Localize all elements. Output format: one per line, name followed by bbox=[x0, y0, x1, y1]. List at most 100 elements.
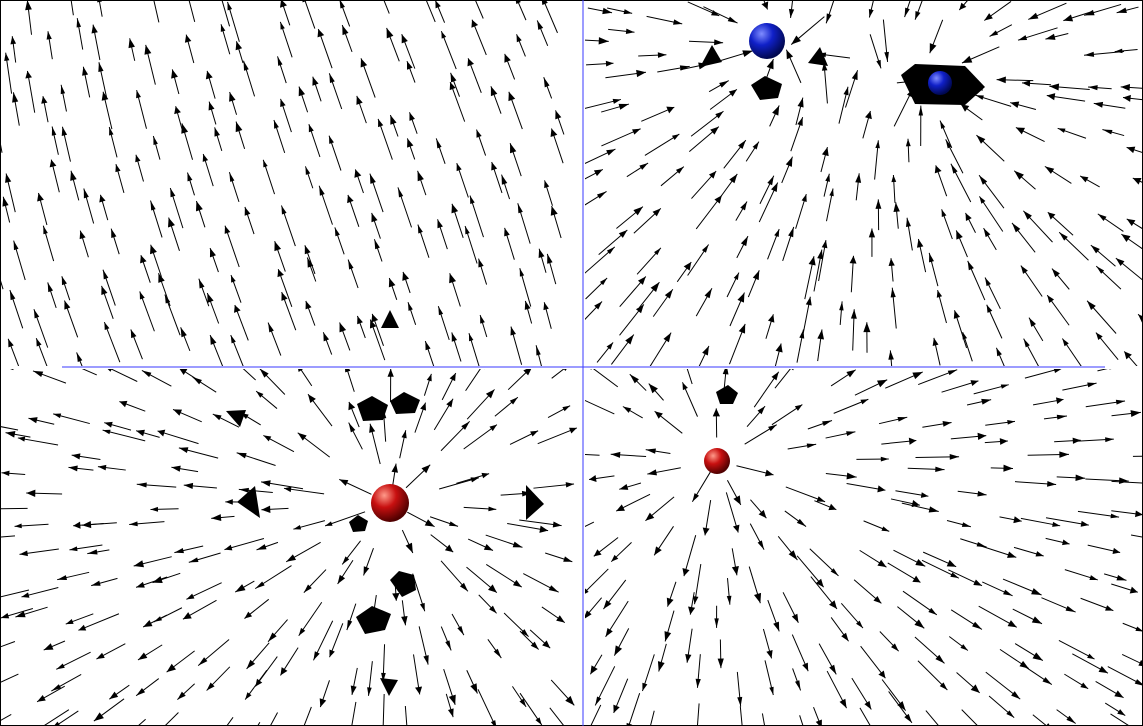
arrow bbox=[1, 426, 19, 431]
arrow bbox=[876, 59, 881, 69]
arrow bbox=[722, 369, 729, 375]
arrow bbox=[905, 217, 911, 227]
arrow bbox=[504, 227, 510, 237]
arrow bbox=[543, 302, 549, 311]
arrow bbox=[76, 352, 83, 363]
arrow bbox=[657, 52, 667, 58]
arrow bbox=[785, 156, 793, 167]
arrow bbox=[136, 429, 145, 437]
arrow bbox=[596, 191, 607, 199]
arrow bbox=[346, 369, 355, 392]
arrow bbox=[293, 524, 302, 530]
arrow bbox=[757, 540, 765, 550]
arrow bbox=[1018, 35, 1028, 41]
arrow bbox=[565, 482, 575, 488]
arrow bbox=[860, 399, 869, 405]
arrow bbox=[666, 106, 675, 114]
arrow bbox=[826, 13, 832, 24]
arrow bbox=[953, 310, 961, 319]
arrow bbox=[1, 673, 19, 683]
arrow bbox=[305, 300, 312, 310]
arrow bbox=[1, 714, 12, 721]
arrow bbox=[81, 521, 92, 529]
arrow bbox=[348, 401, 356, 411]
arrow bbox=[935, 466, 945, 472]
arrow bbox=[912, 371, 923, 380]
arrow bbox=[936, 290, 943, 298]
arrow bbox=[401, 34, 408, 44]
arrow bbox=[815, 719, 822, 725]
arrow bbox=[481, 472, 490, 479]
arrow bbox=[102, 429, 111, 435]
arrow bbox=[849, 255, 857, 264]
arrow bbox=[1044, 166, 1055, 174]
arrow bbox=[480, 314, 485, 324]
arrow bbox=[519, 698, 527, 707]
arrow-group bbox=[585, 1, 1142, 366]
arrow bbox=[64, 300, 71, 310]
arrow bbox=[612, 98, 621, 104]
pentagon bbox=[751, 76, 782, 100]
arrow bbox=[1097, 369, 1108, 372]
arrow bbox=[41, 96, 48, 104]
arrow bbox=[1052, 521, 1061, 527]
arrow bbox=[766, 59, 774, 70]
arrow bbox=[855, 173, 862, 183]
arrow bbox=[297, 432, 307, 441]
arrow bbox=[967, 260, 974, 271]
arrow bbox=[1110, 713, 1129, 725]
arrow bbox=[173, 409, 183, 416]
arrow bbox=[281, 292, 288, 301]
arrow bbox=[73, 521, 81, 529]
arrow bbox=[517, 203, 523, 214]
arrow bbox=[153, 616, 163, 622]
arrow bbox=[235, 121, 243, 133]
arrow bbox=[235, 41, 243, 51]
arrow bbox=[1080, 520, 1089, 527]
arrow bbox=[829, 188, 834, 197]
arrow bbox=[633, 206, 643, 216]
pentagon bbox=[380, 678, 398, 696]
arrow bbox=[605, 627, 613, 637]
arrow bbox=[174, 106, 181, 115]
arrow bbox=[150, 244, 157, 255]
arrow bbox=[1023, 338, 1030, 348]
arrow bbox=[976, 542, 987, 548]
arrow bbox=[157, 429, 166, 437]
arrow bbox=[764, 469, 774, 477]
arrow bbox=[406, 61, 413, 70]
arrow bbox=[231, 275, 236, 283]
arrow bbox=[356, 95, 363, 105]
arrow bbox=[590, 369, 592, 370]
arrow bbox=[109, 126, 114, 136]
arrow bbox=[489, 424, 497, 432]
arrow bbox=[1, 507, 28, 510]
arrow bbox=[230, 335, 236, 344]
arrow bbox=[934, 165, 942, 174]
arrow bbox=[339, 479, 349, 486]
arrow bbox=[731, 566, 739, 576]
arrow bbox=[989, 30, 999, 37]
arrow bbox=[1130, 534, 1142, 538]
arrow bbox=[915, 559, 926, 567]
arrow bbox=[1087, 653, 1095, 660]
arrow bbox=[281, 205, 287, 215]
arrow bbox=[1111, 480, 1142, 484]
arrow bbox=[688, 606, 696, 615]
arrow bbox=[740, 201, 747, 211]
arrow bbox=[383, 1, 390, 14]
arrow bbox=[402, 271, 410, 281]
arrow bbox=[1084, 9, 1095, 16]
arrow bbox=[542, 640, 551, 649]
arrow bbox=[877, 559, 887, 568]
arrow bbox=[714, 618, 719, 628]
arrow bbox=[76, 18, 82, 28]
arrow bbox=[673, 19, 683, 25]
arrow bbox=[70, 170, 77, 181]
arrow bbox=[846, 369, 856, 378]
arrow bbox=[868, 228, 876, 238]
arrow bbox=[493, 648, 502, 659]
arrow bbox=[166, 663, 177, 673]
arrow bbox=[9, 290, 16, 301]
arrow bbox=[752, 270, 760, 281]
